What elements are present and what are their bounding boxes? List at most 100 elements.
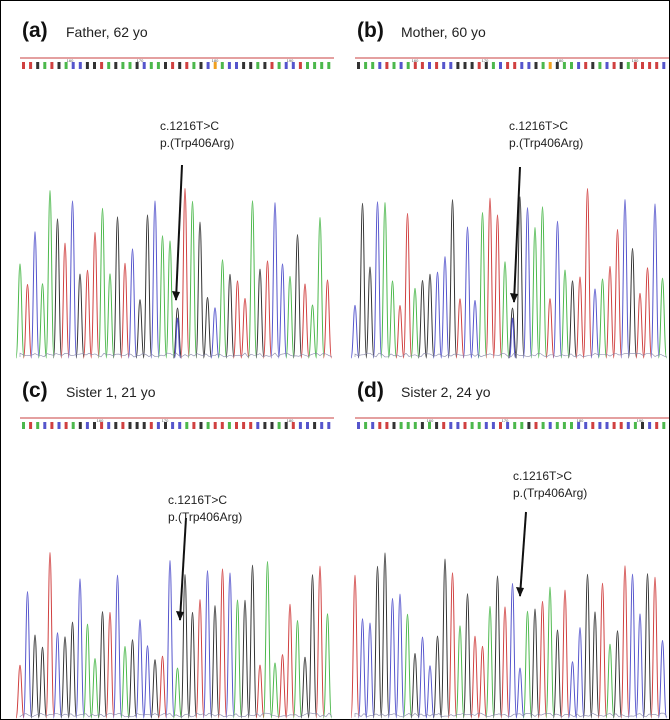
trace-peak bbox=[225, 572, 235, 719]
trace-peak bbox=[605, 643, 615, 719]
trace-peak bbox=[255, 268, 265, 359]
trace-peak bbox=[590, 611, 600, 719]
variant-annotation: c.1216T>C p.(Trp406Arg) bbox=[509, 118, 583, 152]
trace-peak bbox=[500, 261, 510, 359]
trace-peak bbox=[285, 275, 295, 359]
trace-peak bbox=[598, 278, 607, 359]
trace-peak bbox=[440, 558, 450, 719]
base-call bbox=[135, 422, 139, 429]
base-call bbox=[619, 422, 623, 429]
trace-peak bbox=[388, 280, 397, 359]
panel-letter: (c) bbox=[22, 379, 48, 402]
base-call bbox=[256, 422, 260, 429]
base-call bbox=[555, 422, 559, 429]
base-call bbox=[78, 422, 82, 429]
trace-peak bbox=[620, 565, 630, 719]
trace-peak bbox=[650, 576, 660, 719]
base-call bbox=[220, 62, 224, 69]
base-call bbox=[662, 62, 666, 69]
base-call bbox=[655, 62, 659, 69]
base-call bbox=[149, 62, 153, 69]
base-call bbox=[619, 62, 623, 69]
trace-peak bbox=[508, 582, 517, 719]
ruler-tick-label: 190 bbox=[637, 418, 644, 423]
trace-peak bbox=[478, 645, 487, 719]
ruler-tick-label: 180 bbox=[287, 418, 294, 423]
base-call bbox=[378, 62, 382, 69]
variant-arrow-head bbox=[176, 611, 184, 621]
variant-cdna: c.1216T>C bbox=[513, 469, 573, 483]
base-call bbox=[50, 62, 54, 69]
base-call bbox=[548, 62, 552, 69]
base-call bbox=[591, 422, 595, 429]
variant-arrow-head bbox=[516, 587, 524, 597]
base-call bbox=[43, 62, 47, 69]
trace-peak bbox=[350, 574, 360, 719]
trace-peak bbox=[365, 266, 375, 359]
base-call bbox=[171, 422, 175, 429]
trace-peak bbox=[240, 599, 250, 719]
base-call bbox=[413, 422, 417, 429]
trace-peak bbox=[173, 307, 182, 359]
base-call bbox=[520, 422, 524, 429]
base-call bbox=[449, 422, 453, 429]
trace-peak bbox=[515, 667, 525, 719]
base-call bbox=[164, 422, 167, 429]
trace-peak bbox=[83, 269, 92, 359]
trace-peak bbox=[575, 276, 585, 359]
trace-peak bbox=[233, 599, 242, 719]
base-call bbox=[306, 422, 309, 429]
baseline-noise bbox=[354, 712, 668, 718]
variant-arrow bbox=[519, 511, 527, 597]
trace-peak bbox=[30, 231, 40, 359]
base-call bbox=[598, 422, 602, 429]
trace-peak bbox=[620, 199, 630, 359]
trace-peak bbox=[643, 267, 652, 359]
base-call bbox=[641, 62, 644, 69]
trace-peak bbox=[350, 304, 360, 359]
base-call bbox=[277, 422, 281, 429]
base-call bbox=[463, 62, 467, 69]
base-call bbox=[442, 62, 446, 69]
base-call bbox=[64, 62, 68, 69]
trace-peak bbox=[605, 265, 615, 359]
base-call bbox=[428, 422, 431, 429]
subject-label: Mother, 60 yo bbox=[401, 24, 486, 40]
trace-peak bbox=[30, 634, 40, 719]
base-call bbox=[270, 422, 274, 429]
trace-peak bbox=[75, 273, 85, 359]
baseline-noise bbox=[354, 352, 668, 358]
trace-peak bbox=[455, 298, 465, 359]
base-call bbox=[206, 62, 210, 69]
base-call bbox=[199, 422, 203, 429]
base-call bbox=[626, 62, 630, 69]
base-call bbox=[235, 422, 238, 429]
trace-peak bbox=[53, 218, 62, 359]
base-call bbox=[385, 422, 389, 429]
base-call bbox=[648, 62, 652, 69]
trace-peak bbox=[553, 220, 562, 359]
trace-peak bbox=[45, 551, 55, 719]
trace-peak bbox=[195, 221, 205, 359]
trace-peak bbox=[635, 613, 645, 719]
trace-peak bbox=[323, 279, 332, 359]
base-call bbox=[506, 62, 510, 69]
base-call bbox=[164, 62, 167, 69]
base-call bbox=[392, 62, 396, 69]
trace-peak bbox=[530, 226, 540, 359]
trace-peak bbox=[463, 593, 472, 719]
trace-peak bbox=[120, 645, 130, 719]
base-call bbox=[420, 62, 424, 69]
base-call bbox=[114, 62, 118, 69]
trace-peak bbox=[425, 273, 435, 359]
trace-peak bbox=[478, 212, 487, 359]
base-call bbox=[385, 62, 389, 69]
trace-peak bbox=[300, 656, 310, 719]
base-call bbox=[327, 62, 331, 69]
base-call bbox=[107, 62, 111, 69]
base-call bbox=[249, 62, 253, 69]
base-call bbox=[470, 62, 474, 69]
ruler-tick-label: 190 bbox=[287, 58, 294, 63]
base-call bbox=[29, 422, 33, 429]
trace-peak bbox=[538, 600, 547, 719]
